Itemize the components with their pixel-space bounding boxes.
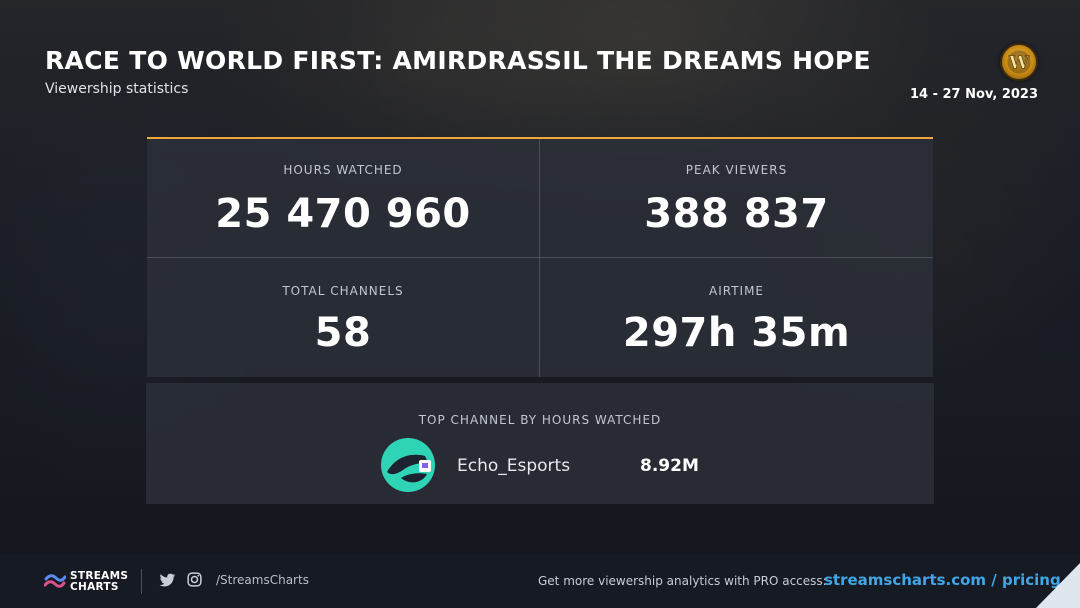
page-title: RACE TO WORLD FIRST: AMIRDRASSIL THE DRE… xyxy=(45,46,871,75)
pricing-link[interactable]: streamscharts.com / pricing xyxy=(824,571,1061,589)
twitter-icon[interactable] xyxy=(159,573,176,588)
stat-value: 388 837 xyxy=(644,191,829,237)
stat-value: 58 xyxy=(314,310,372,356)
stat-total-channels: TOTAL CHANNELS 58 xyxy=(147,258,540,377)
stats-panel: HOURS WATCHED 25 470 960 PEAK VIEWERS 38… xyxy=(147,137,933,377)
stat-hours-watched: HOURS WATCHED 25 470 960 xyxy=(147,139,540,258)
top-channel-label: TOP CHANNEL BY HOURS WATCHED xyxy=(418,413,662,427)
page-subtitle: Viewership statistics xyxy=(45,81,189,97)
brand-line-1: STREAMS xyxy=(70,570,129,582)
top-channel-name[interactable]: Echo_Esports xyxy=(457,456,571,476)
streamscharts-logo-icon[interactable] xyxy=(44,571,66,591)
instagram-icon[interactable] xyxy=(187,572,202,587)
corner-decoration xyxy=(1036,563,1080,608)
brand-line-2: CHARTS xyxy=(70,580,119,593)
stat-value: 25 470 960 xyxy=(215,191,471,237)
social-handle[interactable]: /StreamsCharts xyxy=(216,573,309,587)
stat-label: PEAK VIEWERS xyxy=(685,163,788,177)
wow-logo-icon: W xyxy=(1000,43,1038,81)
stat-peak-viewers: PEAK VIEWERS 388 837 xyxy=(540,139,933,258)
stat-value: 297h 35m xyxy=(622,310,851,356)
footer: STREAMS CHARTS /StreamsCharts Get more v… xyxy=(0,555,1080,608)
stat-label: TOTAL CHANNELS xyxy=(282,284,404,298)
echo-avatar-icon[interactable] xyxy=(381,438,435,492)
footer-divider xyxy=(141,569,142,594)
top-channel-panel: TOP CHANNEL BY HOURS WATCHED Echo_Esport… xyxy=(146,383,934,504)
streamscharts-brand[interactable]: STREAMS CHARTS xyxy=(70,571,128,592)
stat-label: HOURS WATCHED xyxy=(283,163,403,177)
stat-label: AIRTIME xyxy=(708,284,765,298)
promo-text: Get more viewership analytics with PRO a… xyxy=(538,574,827,588)
top-channel-hours: 8.92M xyxy=(640,456,699,476)
stat-airtime: AIRTIME 297h 35m xyxy=(540,258,933,377)
date-range: 14 - 27 Nov, 2023 xyxy=(909,87,1038,102)
logo-letter: W xyxy=(1008,52,1030,73)
